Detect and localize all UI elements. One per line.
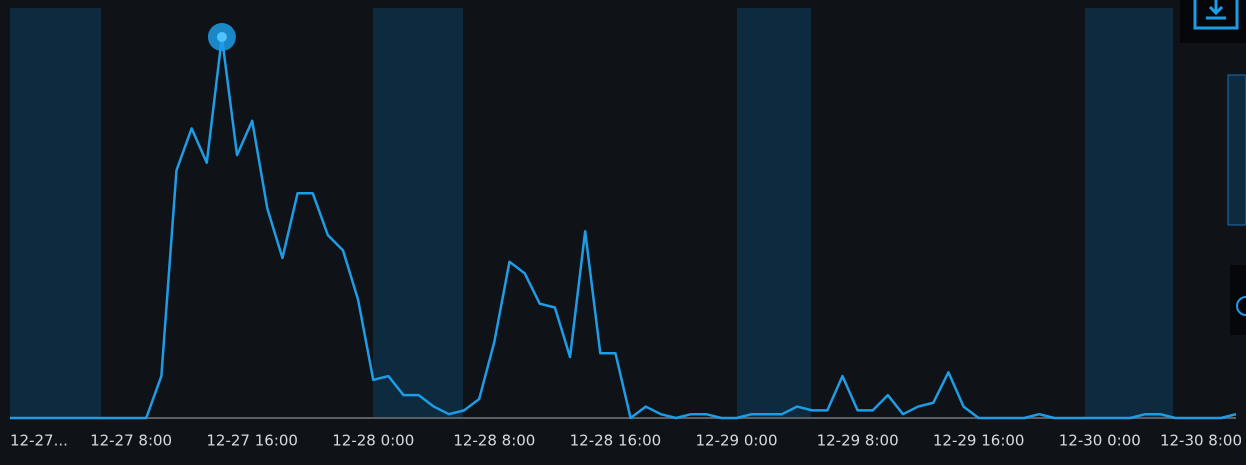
night-band	[373, 8, 463, 418]
night-band	[10, 8, 101, 418]
x-tick-label: 12-29 0:00	[695, 432, 777, 450]
x-tick-label: 12-30 8:00	[1160, 432, 1242, 450]
night-band	[737, 8, 811, 418]
x-tick-label: 12-29 8:00	[817, 432, 899, 450]
x-tick-label: 12-28 0:00	[332, 432, 414, 450]
side-icon	[1236, 296, 1246, 316]
night-band	[1085, 8, 1173, 418]
download-icon	[1206, 0, 1226, 20]
x-tick-label: 12-28 8:00	[453, 432, 535, 450]
x-tick-label: 12-27...	[10, 432, 68, 450]
x-tick-label: 12-28 16:00	[570, 432, 662, 450]
series-line	[10, 35, 1237, 420]
x-tick-label: 12-30 0:00	[1059, 432, 1141, 450]
toolbar	[1180, 0, 1246, 335]
x-tick-label: 12-27 8:00	[90, 432, 172, 450]
side-panel[interactable]	[1227, 74, 1246, 226]
download-button[interactable]	[1193, 0, 1239, 30]
toolbar-box	[1180, 0, 1246, 43]
x-tick-label: 12-29 16:00	[933, 432, 1025, 450]
night-bands	[10, 8, 1173, 418]
peak-marker	[216, 32, 227, 42]
x-tick-label: 12-27 16:00	[206, 432, 298, 450]
